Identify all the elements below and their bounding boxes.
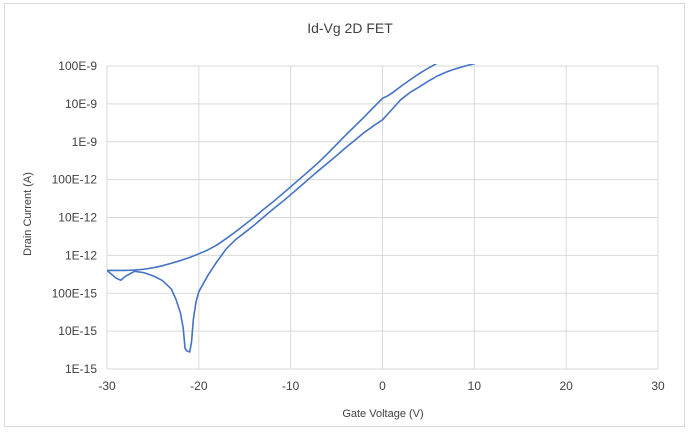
y-tick-label: 100E-12 xyxy=(52,173,98,187)
series-line-1 xyxy=(107,64,476,353)
x-tick-label: 30 xyxy=(651,379,665,393)
grid-lines xyxy=(106,65,659,370)
series-group xyxy=(107,64,476,353)
y-tick-label: 1E-9 xyxy=(72,135,98,149)
y-tick-labels: 100E-9 10E-9 1E-9 100E-12 10E-12 1E-12 100E-15… xyxy=(52,59,98,376)
y-tick-label: 100E-15 xyxy=(52,286,98,300)
chart-frame xyxy=(4,3,685,427)
x-tick-label: -20 xyxy=(190,379,208,393)
x-tick-label: 0 xyxy=(379,379,386,393)
y-tick-label: 10E-12 xyxy=(58,211,97,225)
x-tick-labels: -30 -20 -10 0 10 20 30 xyxy=(98,379,665,393)
x-tick-label: -10 xyxy=(282,379,300,393)
y-tick-label: 10E-9 xyxy=(65,97,97,111)
y-tick-label: 1E-12 xyxy=(65,248,97,262)
x-tick-label: 20 xyxy=(559,379,573,393)
y-axis-label: Drain Current (A) xyxy=(22,172,34,256)
y-tick-label: 1E-15 xyxy=(65,362,97,376)
series-line-2 xyxy=(107,64,438,272)
x-tick-label: 10 xyxy=(468,379,482,393)
chart-title: Id-Vg 2D FET xyxy=(307,20,393,36)
x-axis-label: Gate Voltage (V) xyxy=(342,408,423,420)
y-tick-label: 100E-9 xyxy=(58,59,97,73)
x-tick-label: -30 xyxy=(98,379,116,393)
y-tick-label: 10E-15 xyxy=(58,324,97,338)
